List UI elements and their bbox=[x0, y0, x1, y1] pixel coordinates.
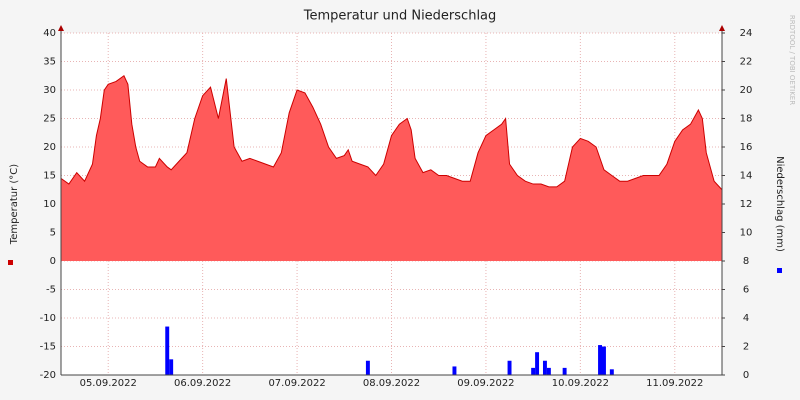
precipitation-bar bbox=[507, 360, 512, 375]
axis-arrow bbox=[58, 25, 64, 31]
y-tick-label: 35 bbox=[43, 57, 56, 68]
y2-tick-label: 18 bbox=[740, 114, 753, 125]
y2-axis-label: Niederschlag (mm) bbox=[774, 156, 785, 252]
temperature-area bbox=[61, 75, 722, 261]
x-tick-label: 11.09.2022 bbox=[646, 378, 703, 389]
x-tick-label: 08.09.2022 bbox=[363, 378, 420, 389]
y2-tick-label: 14 bbox=[740, 171, 753, 182]
y2-tick-label: 16 bbox=[740, 142, 753, 153]
y-tick-label: 10 bbox=[43, 199, 56, 210]
y2-tick-label: 2 bbox=[743, 342, 749, 353]
y-tick-label: -15 bbox=[40, 342, 56, 353]
x-tick-label: 09.09.2022 bbox=[457, 378, 514, 389]
y2-tick-label: 6 bbox=[743, 285, 749, 296]
x-tick-label: 07.09.2022 bbox=[268, 378, 325, 389]
precipitation-bar bbox=[169, 359, 174, 375]
legend-swatch bbox=[8, 260, 13, 265]
y-tick-label: 30 bbox=[43, 85, 56, 96]
temperature-line bbox=[60, 74, 723, 191]
y-tick-label: 25 bbox=[43, 114, 56, 125]
y2-tick-label: 4 bbox=[743, 313, 749, 324]
precipitation-bar bbox=[609, 369, 614, 375]
y-tick-label: -10 bbox=[40, 313, 56, 324]
y2-tick-label: 24 bbox=[740, 28, 753, 39]
y-tick-label: 40 bbox=[43, 28, 56, 39]
axis-arrow bbox=[719, 25, 725, 31]
marks bbox=[60, 74, 723, 375]
x-tick-label: 06.09.2022 bbox=[174, 378, 231, 389]
chart-title: Temperatur und Niederschlag bbox=[303, 9, 497, 24]
y-tick-label: 15 bbox=[43, 171, 56, 182]
precipitation-bar bbox=[601, 346, 606, 375]
watermark: RRDTOOL / TOBI OETIKER bbox=[788, 15, 796, 105]
precipitation-bar bbox=[542, 360, 547, 375]
y-axis-label: Temperatur (°C) bbox=[9, 164, 20, 245]
precipitation-bar bbox=[535, 352, 540, 375]
axes bbox=[58, 25, 725, 376]
legend-swatch bbox=[777, 268, 782, 273]
y2-tick-label: 10 bbox=[740, 228, 753, 239]
x-tick-label: 05.09.2022 bbox=[80, 378, 137, 389]
precipitation-bar bbox=[365, 360, 370, 375]
y-tick-label: -5 bbox=[46, 285, 56, 296]
y-tick-label: -20 bbox=[40, 370, 56, 381]
precipitation-bar bbox=[531, 367, 536, 375]
y-tick-label: 0 bbox=[50, 256, 56, 267]
y2-tick-label: 8 bbox=[743, 256, 749, 267]
y2-tick-label: 12 bbox=[740, 199, 753, 210]
precipitation-bar bbox=[165, 326, 170, 375]
y-tick-label: 5 bbox=[50, 228, 56, 239]
y2-tick-label: 22 bbox=[740, 57, 753, 68]
precipitation-bar bbox=[562, 367, 567, 375]
y2-tick-label: 0 bbox=[743, 370, 749, 381]
y2-tick-label: 20 bbox=[740, 85, 753, 96]
y-tick-label: 20 bbox=[43, 142, 56, 153]
precipitation-bar bbox=[452, 366, 457, 375]
precipitation-bar bbox=[546, 367, 551, 375]
x-tick-label: 10.09.2022 bbox=[552, 378, 609, 389]
precipitation-bar bbox=[598, 345, 602, 375]
